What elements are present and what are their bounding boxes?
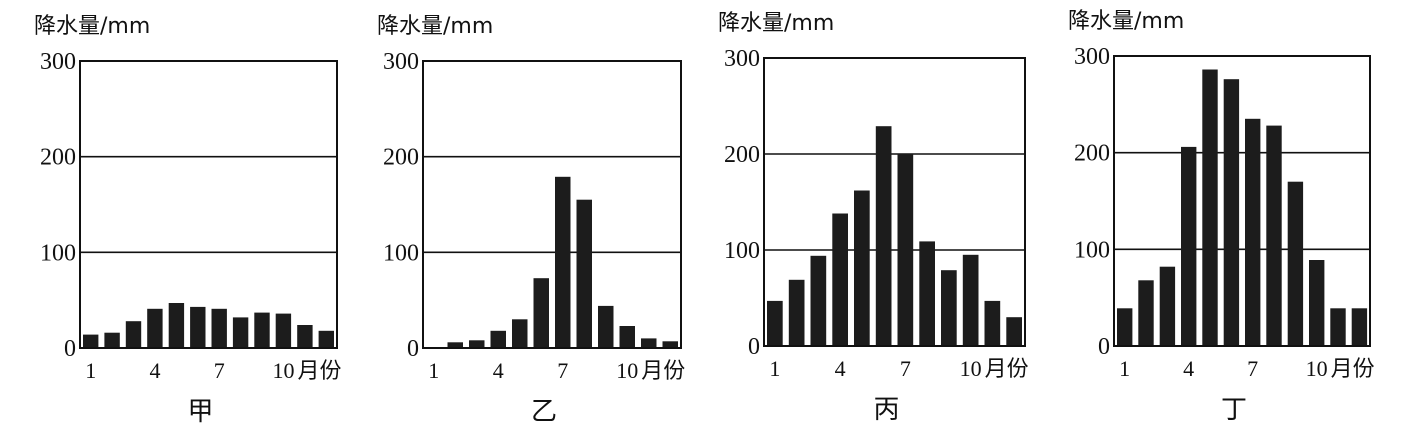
bar-month-11: [641, 338, 657, 348]
bar-month-6: [1223, 79, 1240, 346]
bar-month-10: [275, 313, 292, 348]
bar-month-7: [897, 154, 914, 346]
bar-month-11: [1330, 308, 1346, 346]
x-tick-label: 7: [557, 358, 568, 383]
bar-month-4: [1181, 146, 1197, 346]
x-tick-label: 1: [1119, 356, 1130, 381]
y-tick-label: 100: [724, 238, 760, 264]
x-tick-label: 4: [149, 358, 160, 383]
x-tick-label: 1: [428, 358, 439, 383]
bar-month-10: [619, 326, 635, 348]
bar-month-12: [662, 341, 678, 348]
bar-month-10: [1309, 260, 1325, 346]
bar-month-7: [555, 176, 571, 348]
bar-month-7: [211, 308, 227, 348]
bar-month-1: [83, 334, 99, 348]
y-tick-label: 0: [748, 334, 760, 360]
bar-month-12: [318, 330, 334, 348]
bar-month-12: [1351, 308, 1368, 346]
bar-month-10: [962, 254, 979, 346]
bar-month-3: [1159, 266, 1176, 346]
x-tick-label: 10: [960, 356, 982, 381]
bar-month-5: [168, 303, 185, 348]
bar-month-5: [854, 190, 870, 346]
x-axis-unit: 月份: [985, 357, 1029, 382]
bar-month-2: [447, 342, 463, 348]
y-tick-label: 300: [1074, 44, 1110, 70]
bar-month-4: [147, 308, 163, 348]
y-tick-label: 100: [1074, 237, 1110, 263]
bar-month-12: [1006, 317, 1022, 346]
bar-month-2: [104, 332, 120, 348]
plot-frame: [1113, 55, 1371, 347]
bar-month-8: [576, 199, 592, 348]
x-tick-label: 4: [835, 356, 846, 381]
bar-month-9: [1287, 181, 1304, 346]
y-axis-label: 降水量/mm: [34, 14, 150, 39]
y-tick-label: 0: [1098, 334, 1110, 360]
panel-title: 丙: [873, 395, 899, 425]
x-tick-label: 10: [272, 358, 294, 383]
bar-month-5: [1202, 69, 1218, 346]
bar-month-1: [1117, 308, 1133, 346]
bar-month-8: [919, 241, 935, 346]
x-tick-label: 7: [900, 356, 911, 381]
y-tick-label: 300: [40, 49, 76, 75]
bar-month-11: [297, 325, 313, 348]
y-tick-label: 200: [40, 145, 76, 171]
bar-month-9: [254, 312, 270, 348]
bar-month-4: [832, 213, 848, 346]
bar-month-9: [941, 270, 957, 346]
bar-month-6: [533, 278, 549, 348]
bar-month-3: [125, 321, 142, 348]
bar-month-2: [788, 279, 805, 346]
bar-month-2: [1138, 280, 1154, 346]
bar-month-6: [190, 306, 206, 348]
bar-month-1: [767, 300, 783, 346]
x-tick-label: 1: [85, 358, 96, 383]
x-tick-label: 10: [616, 358, 638, 383]
bar-month-3: [469, 340, 485, 348]
bar-month-11: [984, 300, 1001, 346]
bar-month-8: [232, 317, 249, 348]
x-tick-label: 1: [769, 356, 780, 381]
bar-month-7: [1245, 118, 1261, 346]
x-axis-unit: 月份: [641, 359, 685, 384]
y-tick-label: 0: [407, 336, 419, 362]
bar-month-6: [875, 126, 892, 346]
y-axis-label: 降水量/mm: [377, 14, 493, 39]
plot-frame: [79, 60, 338, 349]
panel-title: 乙: [531, 397, 557, 427]
bar-month-9: [598, 305, 614, 348]
bar-month-8: [1266, 125, 1282, 346]
x-tick-label: 7: [214, 358, 225, 383]
x-tick-label: 7: [1247, 356, 1258, 381]
y-axis-label: 降水量/mm: [718, 11, 834, 36]
plot-frame: [763, 57, 1026, 347]
x-axis-unit: 月份: [297, 359, 341, 384]
y-tick-label: 100: [40, 240, 76, 266]
y-tick-label: 300: [724, 46, 760, 72]
y-tick-label: 300: [383, 49, 419, 75]
y-tick-label: 0: [64, 336, 76, 362]
x-tick-label: 10: [1306, 356, 1328, 381]
panel-title: 丁: [1221, 395, 1247, 425]
y-tick-label: 200: [724, 142, 760, 168]
bar-month-3: [810, 255, 827, 346]
y-tick-label: 100: [383, 240, 419, 266]
bar-month-4: [490, 330, 506, 348]
x-tick-label: 4: [1183, 356, 1194, 381]
bar-month-5: [512, 319, 528, 348]
y-tick-label: 200: [383, 145, 419, 171]
x-tick-label: 4: [493, 358, 504, 383]
panel-title: 甲: [187, 397, 213, 427]
x-axis-unit: 月份: [1331, 357, 1375, 382]
plot-frame: [422, 60, 682, 349]
y-axis-label: 降水量/mm: [1068, 9, 1184, 34]
y-tick-label: 200: [1074, 141, 1110, 167]
